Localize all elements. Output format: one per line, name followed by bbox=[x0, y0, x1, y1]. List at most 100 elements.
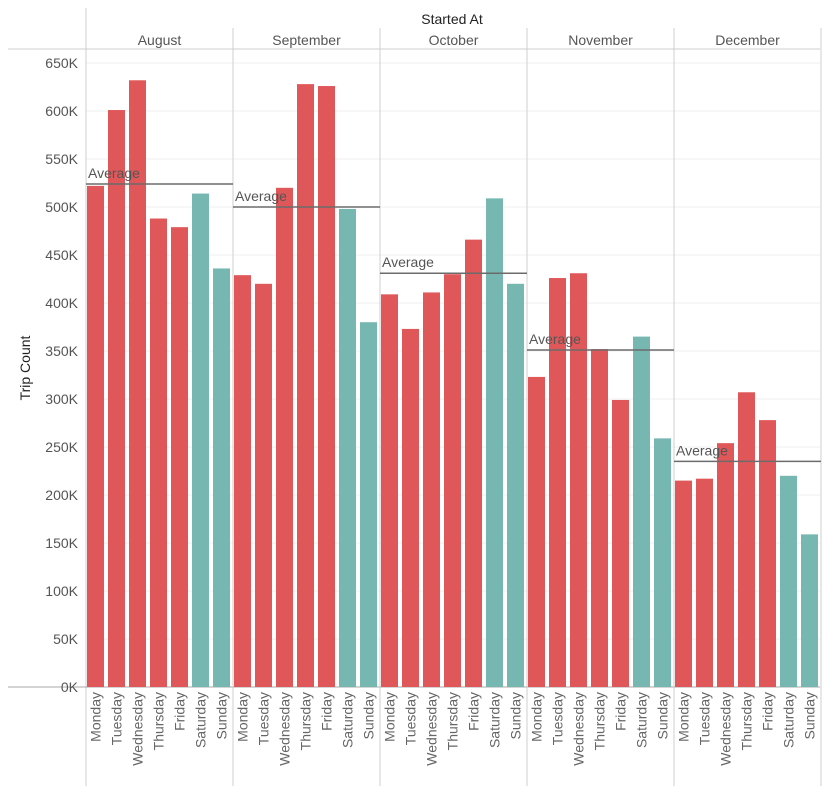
panel-september: September Monday Tuesday Wednesday Thursday F… bbox=[233, 28, 381, 786]
y-tick-label: 350K bbox=[45, 343, 78, 359]
month-label: December bbox=[715, 32, 780, 48]
bar bbox=[759, 420, 776, 687]
y-axis-ticks: 0K 50K 100K 150K 200K 250K 300K 350K 400K 450K 500… bbox=[45, 55, 78, 695]
day-label: Wednesday bbox=[277, 692, 293, 766]
day-label: Thursday bbox=[445, 692, 461, 750]
bar bbox=[276, 187, 293, 688]
day-label: Thursday bbox=[298, 692, 314, 750]
y-tick-label: 250K bbox=[45, 439, 78, 455]
day-label: Monday bbox=[88, 692, 104, 742]
y-tick-label: 650K bbox=[45, 55, 78, 71]
bar bbox=[612, 399, 629, 687]
bar bbox=[213, 268, 230, 687]
bar bbox=[549, 278, 566, 687]
panel-october: October Monday Tuesday Wednesday Thursday Fri… bbox=[380, 28, 528, 786]
day-label: Friday bbox=[172, 692, 188, 731]
bar bbox=[255, 283, 272, 687]
bar bbox=[192, 193, 209, 687]
bar bbox=[507, 283, 524, 687]
bar bbox=[591, 349, 608, 687]
day-label: Sunday bbox=[655, 692, 671, 739]
bar bbox=[570, 273, 587, 687]
day-label: Wednesday bbox=[571, 692, 587, 766]
bar bbox=[528, 376, 545, 687]
bar bbox=[381, 294, 398, 687]
day-label: Saturday bbox=[487, 692, 503, 748]
average-label: Average bbox=[676, 442, 728, 458]
day-label: Wednesday bbox=[130, 692, 146, 766]
y-tick-label: 600K bbox=[45, 103, 78, 119]
bar bbox=[486, 198, 503, 688]
y-tick-label: 150K bbox=[45, 535, 78, 551]
bar bbox=[801, 534, 818, 687]
day-label: Monday bbox=[529, 692, 545, 742]
bar bbox=[87, 185, 104, 687]
bar bbox=[297, 84, 314, 688]
day-label: Sunday bbox=[214, 692, 230, 739]
average-label: Average bbox=[382, 254, 434, 270]
day-label: Saturday bbox=[781, 692, 797, 748]
day-label: Tuesday bbox=[550, 692, 566, 745]
day-label: Saturday bbox=[634, 692, 650, 748]
average-label: Average bbox=[235, 188, 287, 204]
day-label: Sunday bbox=[508, 692, 524, 739]
month-label: August bbox=[138, 32, 182, 48]
day-label: Friday bbox=[319, 692, 335, 731]
bar bbox=[738, 392, 755, 687]
bar bbox=[339, 208, 356, 688]
day-label: Tuesday bbox=[109, 692, 125, 745]
month-label: October bbox=[429, 32, 479, 48]
day-label: Monday bbox=[676, 692, 692, 742]
y-tick-label: 50K bbox=[53, 631, 79, 647]
day-label: Tuesday bbox=[256, 692, 272, 745]
y-tick-label: 400K bbox=[45, 295, 78, 311]
day-label: Friday bbox=[466, 692, 482, 731]
bar bbox=[129, 80, 146, 687]
day-label: Monday bbox=[382, 692, 398, 742]
day-label: Saturday bbox=[193, 692, 209, 748]
day-label: Wednesday bbox=[718, 692, 734, 766]
bar bbox=[780, 475, 797, 687]
y-tick-label: 450K bbox=[45, 247, 78, 263]
y-tick-label: 0K bbox=[61, 679, 79, 695]
average-label: Average bbox=[88, 165, 140, 181]
day-label: Saturday bbox=[340, 692, 356, 748]
day-label: Friday bbox=[760, 692, 776, 731]
panel-december: December Monday Tuesday Wednesday Thursday Fr… bbox=[674, 28, 822, 786]
bar bbox=[423, 292, 440, 687]
day-label: Friday bbox=[613, 692, 629, 731]
bar bbox=[696, 478, 713, 687]
bar bbox=[360, 322, 377, 687]
bar bbox=[402, 328, 419, 687]
bar bbox=[234, 275, 251, 687]
day-label: Thursday bbox=[739, 692, 755, 750]
bar bbox=[654, 438, 671, 687]
bar bbox=[108, 110, 125, 688]
bar bbox=[633, 336, 650, 687]
bar bbox=[150, 218, 167, 687]
day-label: Wednesday bbox=[424, 692, 440, 766]
month-label: November bbox=[568, 32, 633, 48]
y-axis-title: Trip Count bbox=[17, 335, 33, 400]
y-tick-label: 100K bbox=[45, 583, 78, 599]
panel-november: November Monday Tuesday Wednesday Thursday Fr… bbox=[527, 28, 675, 786]
y-tick-label: 300K bbox=[45, 391, 78, 407]
y-tick-label: 550K bbox=[45, 151, 78, 167]
bar bbox=[444, 274, 461, 687]
day-label: Tuesday bbox=[403, 692, 419, 745]
month-panels: August Monday Tuesday Wednesday Thursday Frid… bbox=[86, 28, 822, 786]
day-label: Sunday bbox=[802, 692, 818, 739]
bar bbox=[717, 443, 734, 687]
panel-august: August Monday Tuesday Wednesday Thursday Frid… bbox=[86, 28, 234, 786]
bar bbox=[465, 239, 482, 687]
day-label: Thursday bbox=[592, 692, 608, 750]
day-label: Thursday bbox=[151, 692, 167, 750]
average-label: Average bbox=[529, 331, 581, 347]
bar bbox=[171, 227, 188, 687]
bar bbox=[675, 480, 692, 687]
chart-title: Started At bbox=[421, 11, 483, 27]
bar bbox=[318, 86, 335, 688]
day-label: Tuesday bbox=[697, 692, 713, 745]
day-label: Monday bbox=[235, 692, 251, 742]
